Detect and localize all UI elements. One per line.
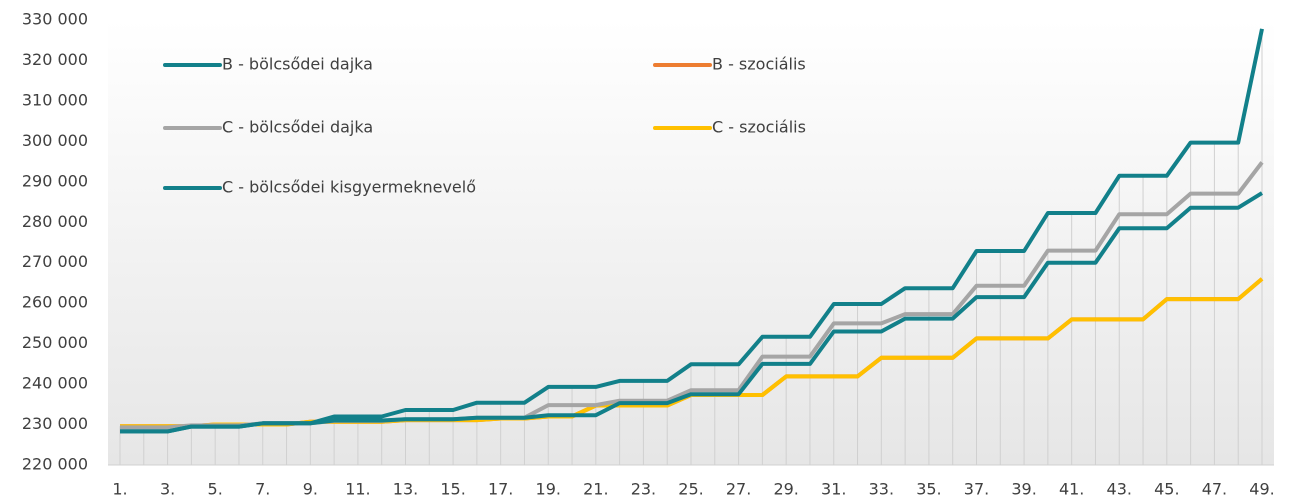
- x-tick-label: 31.: [821, 480, 846, 499]
- x-tick-label: 37.: [964, 480, 989, 499]
- x-tick-label: 17.: [488, 480, 513, 499]
- y-tick-label: 260 000: [22, 293, 88, 312]
- legend-label: B - bölcsődei dajka: [222, 55, 373, 74]
- x-tick-label: 27.: [726, 480, 751, 499]
- x-tick-label: 23.: [631, 480, 656, 499]
- y-tick-label: 250 000: [22, 333, 88, 352]
- x-tick-label: 33.: [869, 480, 894, 499]
- y-tick-label: 310 000: [22, 90, 88, 109]
- legend-label: C - bölcsődei dajka: [222, 118, 373, 137]
- y-tick-label: 300 000: [22, 131, 88, 150]
- series-line: [120, 28, 1264, 434]
- legend-label: C - bölcsődei kisgyermeknevelő: [222, 178, 476, 197]
- x-tick-label: 9.: [303, 480, 318, 499]
- y-tick-label: 290 000: [22, 171, 88, 190]
- x-tick-label: 5.: [208, 480, 223, 499]
- x-tick-label: 3.: [160, 480, 175, 499]
- y-tick-label: 320 000: [22, 50, 88, 69]
- legend-label: C - szociális: [712, 118, 806, 137]
- legend-label: B - szociális: [712, 55, 806, 74]
- x-tick-label: 1.: [112, 480, 127, 499]
- x-tick-label: 43.: [1107, 480, 1132, 499]
- x-tick-label: 11.: [345, 480, 370, 499]
- y-tick-label: 280 000: [22, 212, 88, 231]
- x-tick-label: 41.: [1059, 480, 1084, 499]
- x-tick-label: 49.: [1249, 480, 1274, 499]
- x-tick-label: 45.: [1154, 480, 1179, 499]
- y-tick-label: 330 000: [22, 10, 88, 29]
- x-tick-label: 7.: [255, 480, 270, 499]
- y-tick-label: 240 000: [22, 374, 88, 393]
- y-tick-label: 220 000: [22, 455, 88, 474]
- x-tick-label: 35.: [916, 480, 941, 499]
- x-tick-label: 13.: [393, 480, 418, 499]
- y-tick-label: 270 000: [22, 252, 88, 271]
- x-tick-label: 47.: [1202, 480, 1227, 499]
- x-tick-label: 39.: [1011, 480, 1036, 499]
- x-tick-label: 15.: [440, 480, 465, 499]
- x-tick-label: 21.: [583, 480, 608, 499]
- x-tick-label: 19.: [536, 480, 561, 499]
- x-tick-label: 25.: [678, 480, 703, 499]
- x-tick-label: 29.: [773, 480, 798, 499]
- y-tick-label: 230 000: [22, 414, 88, 433]
